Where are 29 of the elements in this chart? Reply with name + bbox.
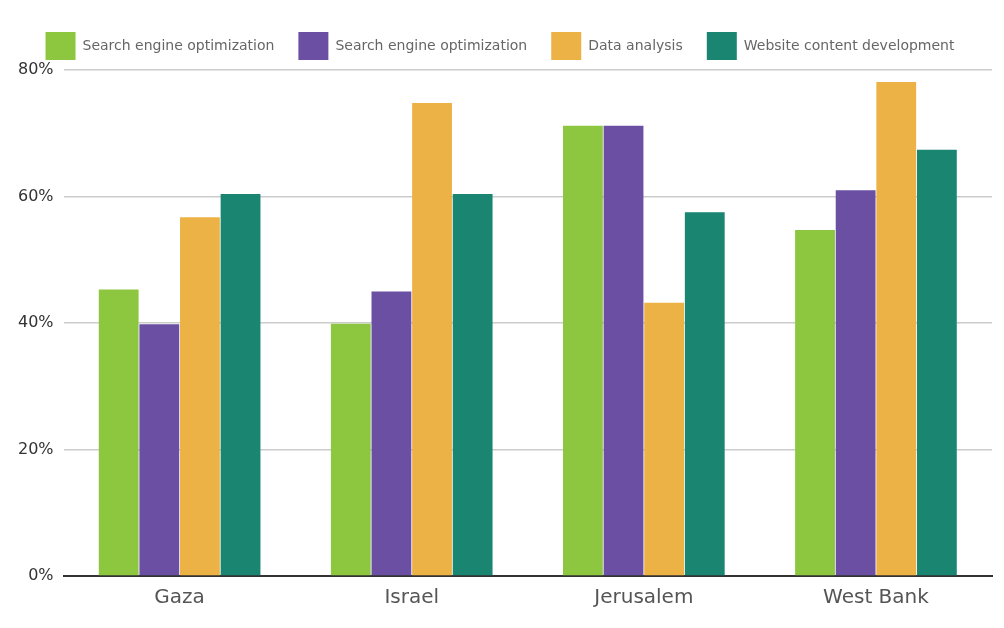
x-tick-label: Israel [384,584,440,609]
y-tick-label: 80% [18,59,54,79]
legend-label: Search engine optimization [82,36,275,53]
x-tick-label: West Bank [823,584,930,609]
y-tick-label: 60% [18,185,54,205]
legend-label: Website content development [743,36,955,53]
bar [603,125,644,576]
bar [684,212,725,576]
bar [330,323,371,576]
bar [835,190,876,576]
bar [644,302,685,576]
y-tick-label: 40% [18,312,54,332]
y-tick-label: 20% [18,438,54,458]
legend-label: Data analysis [588,36,683,53]
bar [916,149,957,576]
bar [412,102,452,576]
bar [139,324,180,576]
bar [452,193,493,576]
x-tick-label: Gaza [154,584,205,609]
bar [180,217,220,576]
bar [795,230,835,576]
y-tick-label: 0% [28,565,54,585]
bar [563,125,603,576]
x-tick-label: Jerusalem [592,584,694,609]
bar [220,193,261,576]
bar [371,291,412,576]
bar [98,289,139,576]
legend-label: Search engine optimization [335,36,528,53]
bar [876,82,917,576]
